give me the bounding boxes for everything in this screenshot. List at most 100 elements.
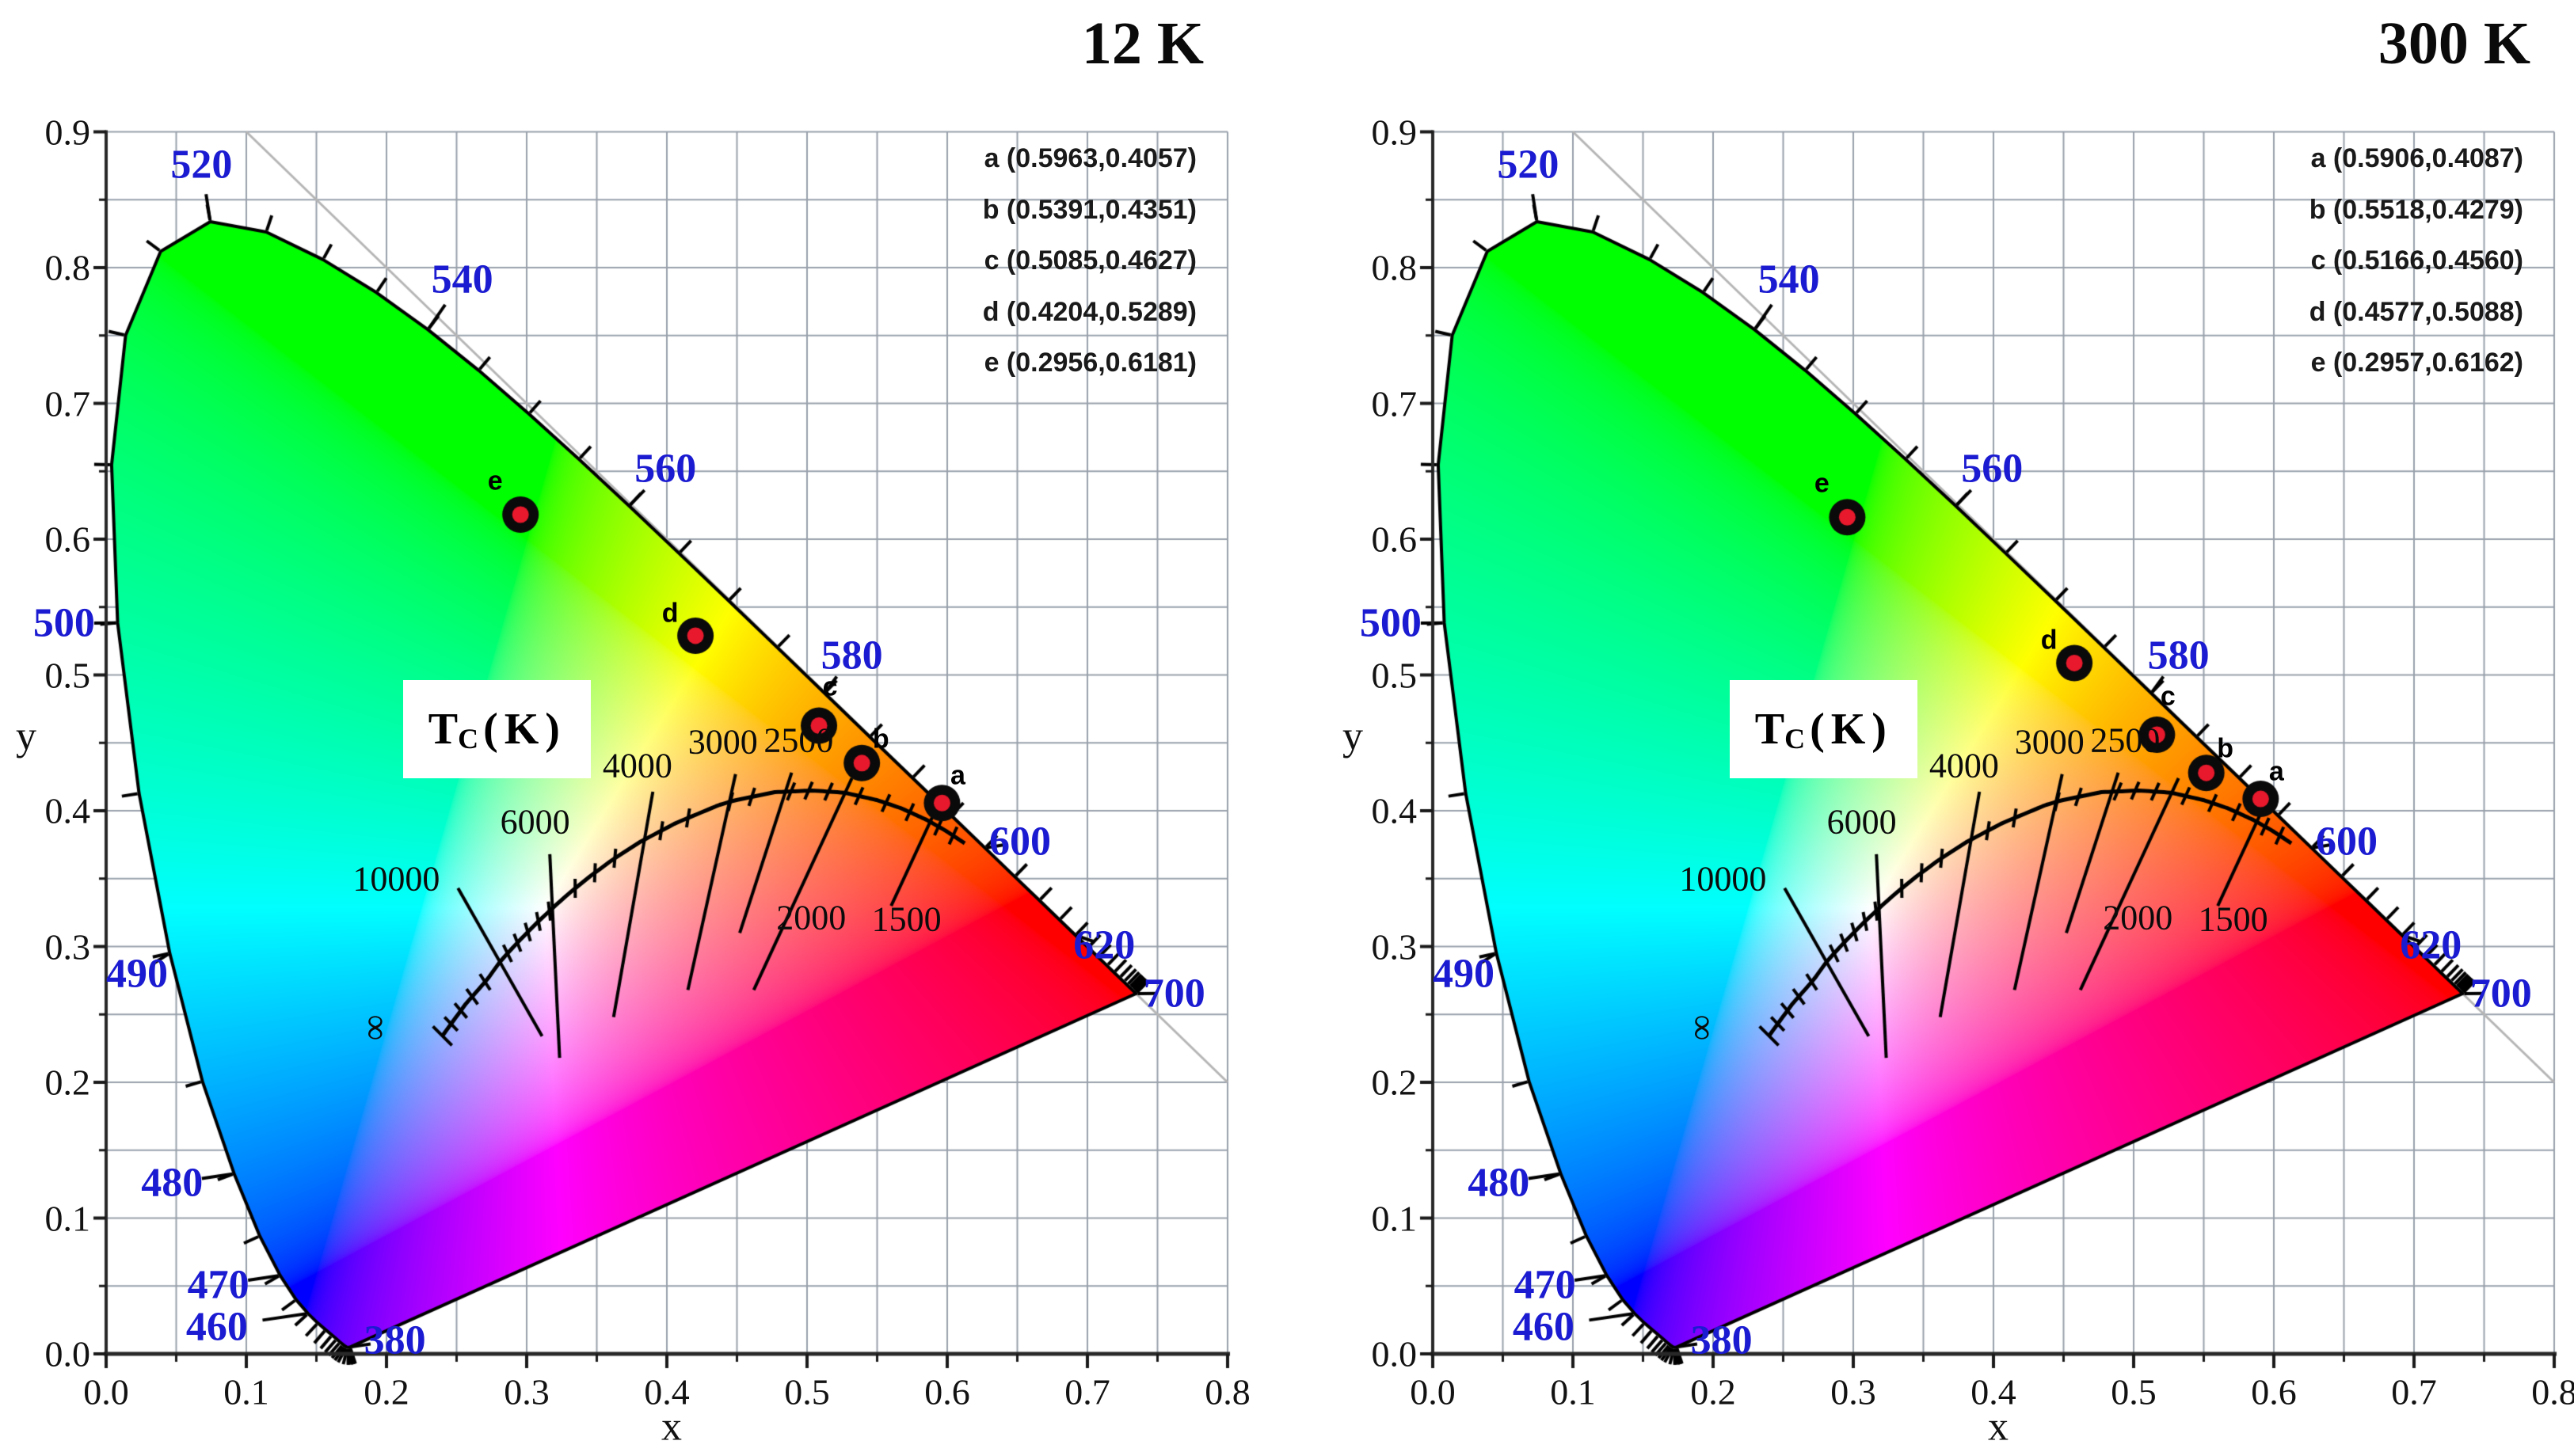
cct-label-2000: 2000 [2103, 898, 2173, 937]
wavelength-label-540: 540 [1757, 257, 1820, 302]
y-tick-label-0.0: 0.0 [44, 1333, 91, 1374]
y-tick-label-0.2: 0.2 [44, 1062, 91, 1103]
cct-label-4000: 4000 [602, 746, 672, 785]
x-tick-label-0.6: 0.6 [2251, 1371, 2297, 1412]
y-tick-label-0.6: 0.6 [44, 519, 91, 560]
x-tick-label-0.2: 0.2 [1690, 1371, 1736, 1412]
y-tick-label-0.1: 0.1 [44, 1198, 91, 1238]
wavelength-label-470: 470 [1514, 1262, 1576, 1308]
point-letter-a: a [2268, 756, 2284, 787]
cct-label-2500: 2500 [2090, 720, 2161, 760]
legend-entry-a: a (0.5906,0.4087) [2310, 143, 2523, 173]
x-tick-label-0.0: 0.0 [83, 1371, 129, 1412]
point-letter-d: d [661, 598, 679, 629]
cct-label-2000: 2000 [776, 898, 847, 937]
wavelength-label-620: 620 [1073, 922, 1136, 968]
wavelength-label-560: 560 [634, 446, 697, 492]
legend-entry-b: b (0.5518,0.4279) [2309, 194, 2523, 225]
y-tick-label-0.5: 0.5 [44, 655, 91, 695]
wavelength-label-560: 560 [1961, 446, 2024, 492]
coordinate-legend: a (0.5906,0.4087) b (0.5518,0.4279) c (0.5… [1969, 133, 2523, 389]
legend-entry-c: c (0.5085,0.4627) [984, 245, 1197, 276]
cct-symbol-T: T [1754, 705, 1785, 755]
legend-entry-e: e (0.2956,0.6181) [984, 348, 1197, 378]
wavelength-label-580: 580 [821, 633, 883, 679]
cct-label-10000: 10000 [352, 859, 440, 899]
panel-title: 12 K [1081, 10, 1204, 77]
legend-entry-b: b (0.5391,0.4351) [982, 194, 1197, 225]
wavelength-label-480: 480 [141, 1160, 204, 1206]
cct-label-3000: 3000 [2014, 722, 2085, 762]
wavelength-label-460: 460 [1512, 1304, 1574, 1350]
wavelength-label-470: 470 [187, 1262, 249, 1308]
panel-title: 300 K [2378, 10, 2530, 77]
x-tick-label-0.6: 0.6 [924, 1371, 970, 1412]
point-letter-d: d [2040, 625, 2058, 656]
cct-label-1500: 1500 [871, 899, 942, 939]
cct-label-10000: 10000 [1679, 859, 1767, 899]
y-tick-label-0.4: 0.4 [44, 790, 91, 831]
x-tick-label-0.3: 0.3 [504, 1371, 550, 1412]
color-temperature-scale-label: T C (K) [1730, 680, 1918, 778]
y-tick-label-0.3: 0.3 [1371, 926, 1418, 967]
y-tick-label-0.9: 0.9 [1371, 112, 1418, 152]
wavelength-label-540: 540 [431, 257, 493, 302]
infinity-label: ∞ [1683, 1014, 1724, 1040]
y-tick-label-0.0: 0.0 [1371, 1333, 1418, 1374]
wavelength-label-500: 500 [1359, 600, 1422, 646]
x-tick-label-0.0: 0.0 [1410, 1371, 1456, 1412]
point-letter-a: a [950, 760, 965, 791]
cct-label-3000: 3000 [687, 722, 758, 762]
x-tick-label-0.4: 0.4 [644, 1371, 690, 1412]
y-tick-label-0.8: 0.8 [44, 247, 91, 288]
wavelength-label-500: 500 [32, 600, 95, 646]
x-tick-label-0.3: 0.3 [1830, 1371, 1876, 1412]
legend-entry-d: d (0.4577,0.5088) [2309, 296, 2523, 327]
cct-label-2500: 2500 [763, 720, 834, 760]
wavelength-label-580: 580 [2147, 633, 2210, 679]
cct-symbol-T: T [428, 705, 459, 755]
legend-entry-a: a (0.5963,0.4057) [984, 143, 1197, 173]
wavelength-label-380: 380 [1690, 1317, 1753, 1363]
legend-entry-e: e (0.2957,0.6162) [2310, 348, 2523, 378]
legend-entry-c: c (0.5166,0.4560) [2310, 245, 2523, 276]
wavelength-label-490: 490 [105, 951, 168, 997]
wavelength-label-520: 520 [170, 142, 233, 188]
x-tick-label-0.4: 0.4 [1970, 1371, 2016, 1412]
wavelength-label-700: 700 [2469, 971, 2532, 1017]
wavelength-label-600: 600 [989, 819, 1052, 865]
y-tick-label-0.8: 0.8 [1371, 247, 1418, 288]
cct-label-1500: 1500 [2198, 899, 2268, 939]
point-letter-e: e [487, 466, 503, 496]
point-letter-e: e [1814, 468, 1830, 499]
panel-300k: 300 K a (0.5906,0.4087) b (0.5518,0.4279)… [1287, 0, 2574, 1456]
cct-unit-kelvin: (K) [1810, 705, 1893, 755]
wavelength-label-700: 700 [1143, 971, 1205, 1017]
cct-label-6000: 6000 [500, 802, 570, 842]
cct-label-6000: 6000 [1826, 802, 1897, 842]
color-temperature-scale-label: T C (K) [403, 680, 592, 778]
y-tick-label-0.4: 0.4 [1371, 790, 1418, 831]
wavelength-label-460: 460 [185, 1304, 248, 1350]
x-axis-title: x [1988, 1404, 2009, 1450]
wavelength-label-520: 520 [1497, 142, 1559, 188]
y-tick-label-0.3: 0.3 [44, 926, 91, 967]
x-tick-label-0.1: 0.1 [223, 1371, 269, 1412]
x-tick-label-0.5: 0.5 [2111, 1371, 2157, 1412]
y-tick-label-0.6: 0.6 [1371, 519, 1418, 560]
y-tick-label-0.9: 0.9 [44, 112, 91, 152]
y-tick-label-0.7: 0.7 [44, 383, 91, 424]
y-tick-label-0.1: 0.1 [1371, 1198, 1418, 1238]
point-letter-b: b [872, 724, 889, 755]
x-tick-label-0.8: 0.8 [2531, 1371, 2574, 1412]
y-tick-label-0.5: 0.5 [1371, 655, 1418, 695]
x-tick-label-0.7: 0.7 [1064, 1371, 1110, 1412]
cct-unit-kelvin: (K) [483, 705, 566, 755]
y-axis-title: y [1342, 713, 1363, 759]
y-axis-title: y [16, 713, 36, 759]
coordinate-legend: a (0.5963,0.4057) b (0.5391,0.4351) c (0.5… [642, 133, 1197, 389]
infinity-label: ∞ [356, 1014, 398, 1040]
x-tick-label-0.5: 0.5 [784, 1371, 830, 1412]
wavelength-label-490: 490 [1432, 951, 1495, 997]
